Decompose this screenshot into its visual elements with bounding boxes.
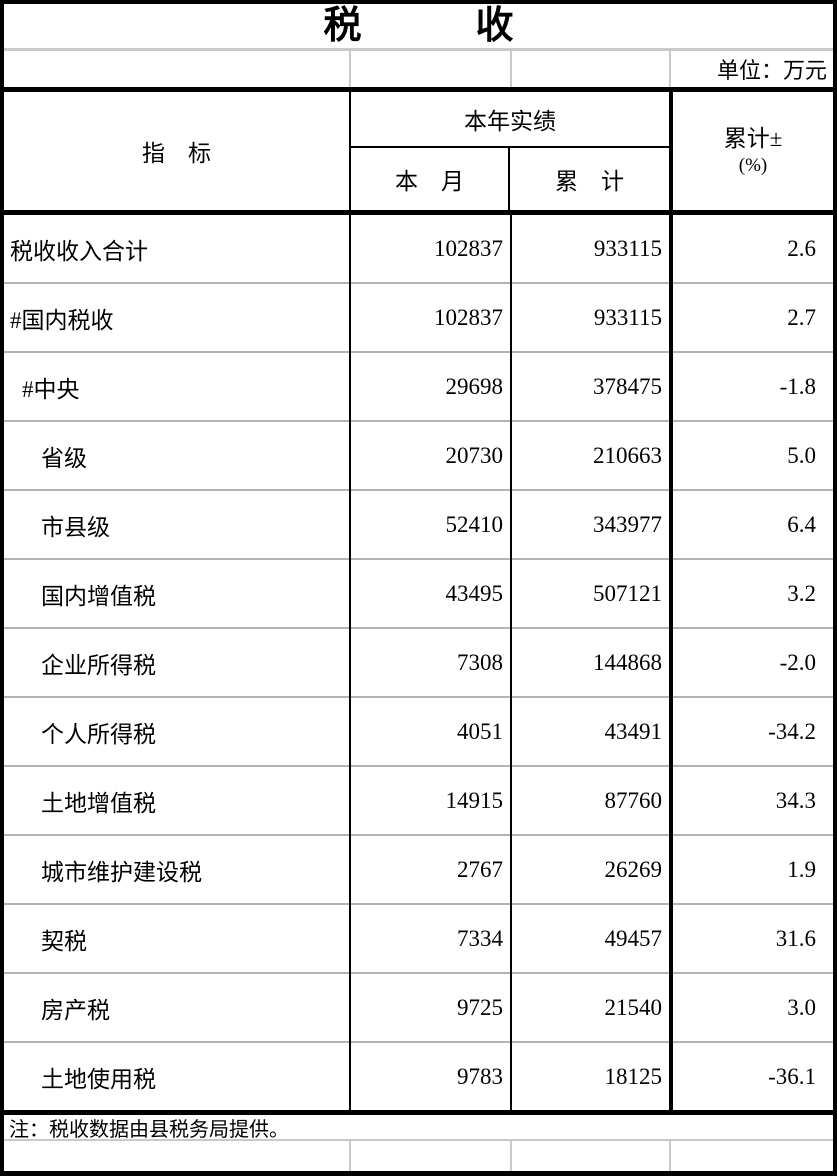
table-row: #国内税收 102837 933115 2.7 xyxy=(4,282,833,351)
cumulative-value-cell: 343977 xyxy=(593,511,662,537)
unit-row-cell-month xyxy=(349,51,510,87)
month-value-cell: 9725 xyxy=(457,994,503,1020)
header-subcolumns: 本 月 累 计 xyxy=(351,148,669,210)
month-value-cell: 29698 xyxy=(445,373,504,399)
month-value-cell: 7308 xyxy=(457,649,503,675)
month-value-cell: 4051 xyxy=(457,718,503,744)
month-value-cell: 2767 xyxy=(457,856,503,882)
month-value-cell: 52410 xyxy=(445,511,504,537)
footnote-row: 注：税收数据由县税务局提供。 xyxy=(4,1110,833,1141)
unit-row-cell-indicator xyxy=(4,51,349,87)
table-row: #中央 29698 378475 -1.8 xyxy=(4,351,833,420)
indicator-cell: 个人所得税 xyxy=(41,721,156,747)
bottom-empty-cell-month xyxy=(349,1141,510,1171)
unit-label: 单位：万元 xyxy=(669,51,833,87)
table-row: 契税 7334 49457 31.6 xyxy=(4,903,833,972)
table-row: 城市维护建设税 2767 26269 1.9 xyxy=(4,834,833,903)
cumulative-value-cell: 26269 xyxy=(604,856,663,882)
indicator-cell: 土地使用税 xyxy=(41,1066,156,1092)
month-value-cell: 20730 xyxy=(445,442,504,468)
change-value-cell: -36.1 xyxy=(768,1063,816,1089)
month-value-cell: 102837 xyxy=(434,235,503,261)
change-value-cell: 3.2 xyxy=(787,580,816,606)
indicator-cell: #国内税收 xyxy=(10,307,114,333)
cumulative-value-cell: 87760 xyxy=(604,787,663,813)
cumulative-value-cell: 144868 xyxy=(593,649,662,675)
cumulative-value-cell: 933115 xyxy=(593,304,662,330)
header-indicator: 指 标 xyxy=(142,141,211,166)
change-value-cell: 31.6 xyxy=(775,925,816,951)
cumulative-value-cell: 43491 xyxy=(604,718,663,744)
cumulative-value-cell: 49457 xyxy=(604,925,663,951)
header-current-year-label: 本年实绩 xyxy=(351,92,669,148)
change-value-cell: -2.0 xyxy=(779,649,816,675)
month-value-cell: 9783 xyxy=(457,1063,503,1089)
header-cumulative-change-line2: (%) xyxy=(738,154,768,176)
change-value-cell: -34.2 xyxy=(768,718,816,744)
month-value-cell: 43495 xyxy=(445,580,504,606)
footnote-text: 注：税收数据由县税务局提供。 xyxy=(9,1118,289,1141)
table-body: 税收收入合计 102837 933115 2.6 #国内税收 102837 933115 2.… xyxy=(4,215,833,1110)
change-value-cell: 2.7 xyxy=(787,304,816,330)
cumulative-value-cell: 933115 xyxy=(593,235,662,261)
table-header: 指 标 本年实绩 本 月 累 计 累计± (%) xyxy=(4,92,833,215)
cumulative-value-cell: 21540 xyxy=(604,994,663,1020)
change-value-cell: 6.4 xyxy=(787,511,816,537)
header-month: 本 月 xyxy=(351,148,510,210)
table-row: 企业所得税 7308 144868 -2.0 xyxy=(4,627,833,696)
change-value-cell: 2.6 xyxy=(787,235,816,261)
table-row: 土地增值税 14915 87760 34.3 xyxy=(4,765,833,834)
change-value-cell: 34.3 xyxy=(775,787,816,813)
header-cumulative-change: 累计± (%) xyxy=(669,92,833,210)
cumulative-value-cell: 18125 xyxy=(604,1063,663,1089)
bottom-empty-cell-change xyxy=(669,1141,833,1171)
table-row: 房产税 9725 21540 3.0 xyxy=(4,972,833,1041)
header-cumulative: 累 计 xyxy=(555,169,624,194)
indicator-cell: 税收收入合计 xyxy=(10,238,148,264)
cumulative-value-cell: 378475 xyxy=(593,373,662,399)
month-value-cell: 14915 xyxy=(445,787,504,813)
header-cumulative-change-line1: 累计± xyxy=(723,125,783,151)
unit-row-cell-cumulative xyxy=(510,51,669,87)
title-row: 税 收 xyxy=(4,4,833,51)
indicator-cell: 房产税 xyxy=(41,997,110,1023)
bottom-empty-row xyxy=(4,1141,833,1171)
column-divider-3 xyxy=(669,215,673,1110)
unit-row: 单位：万元 xyxy=(4,51,833,92)
change-value-cell: 1.9 xyxy=(787,856,816,882)
table-row: 税收收入合计 102837 933115 2.6 xyxy=(4,215,833,282)
indicator-cell: #中央 xyxy=(22,376,80,402)
indicator-cell: 省级 xyxy=(41,445,87,471)
change-value-cell: 3.0 xyxy=(787,994,816,1020)
change-value-cell: -1.8 xyxy=(779,373,816,399)
cumulative-value-cell: 210663 xyxy=(593,442,662,468)
column-divider-1 xyxy=(349,215,351,1110)
bottom-empty-cell-cumulative xyxy=(510,1141,669,1171)
indicator-cell: 国内增值税 xyxy=(41,583,156,609)
table-row: 国内增值税 43495 507121 3.2 xyxy=(4,558,833,627)
cumulative-value-cell: 507121 xyxy=(593,580,662,606)
table-row: 省级 20730 210663 5.0 xyxy=(4,420,833,489)
page-title: 税 收 xyxy=(323,5,514,47)
header-current-year-group: 本年实绩 本 月 累 计 xyxy=(349,92,669,210)
column-divider-2 xyxy=(510,215,512,1110)
indicator-cell: 市县级 xyxy=(41,514,110,540)
bottom-empty-cell-indicator xyxy=(4,1141,349,1171)
indicator-cell: 企业所得税 xyxy=(41,652,156,678)
indicator-cell: 土地增值税 xyxy=(41,790,156,816)
indicator-cell: 城市维护建设税 xyxy=(41,859,202,885)
table-row: 土地使用税 9783 18125 -36.1 xyxy=(4,1041,833,1110)
month-value-cell: 102837 xyxy=(434,304,503,330)
indicator-cell: 契税 xyxy=(41,928,87,954)
change-value-cell: 5.0 xyxy=(787,442,816,468)
month-value-cell: 7334 xyxy=(457,925,503,951)
table-row: 个人所得税 4051 43491 -34.2 xyxy=(4,696,833,765)
table-row: 市县级 52410 343977 6.4 xyxy=(4,489,833,558)
